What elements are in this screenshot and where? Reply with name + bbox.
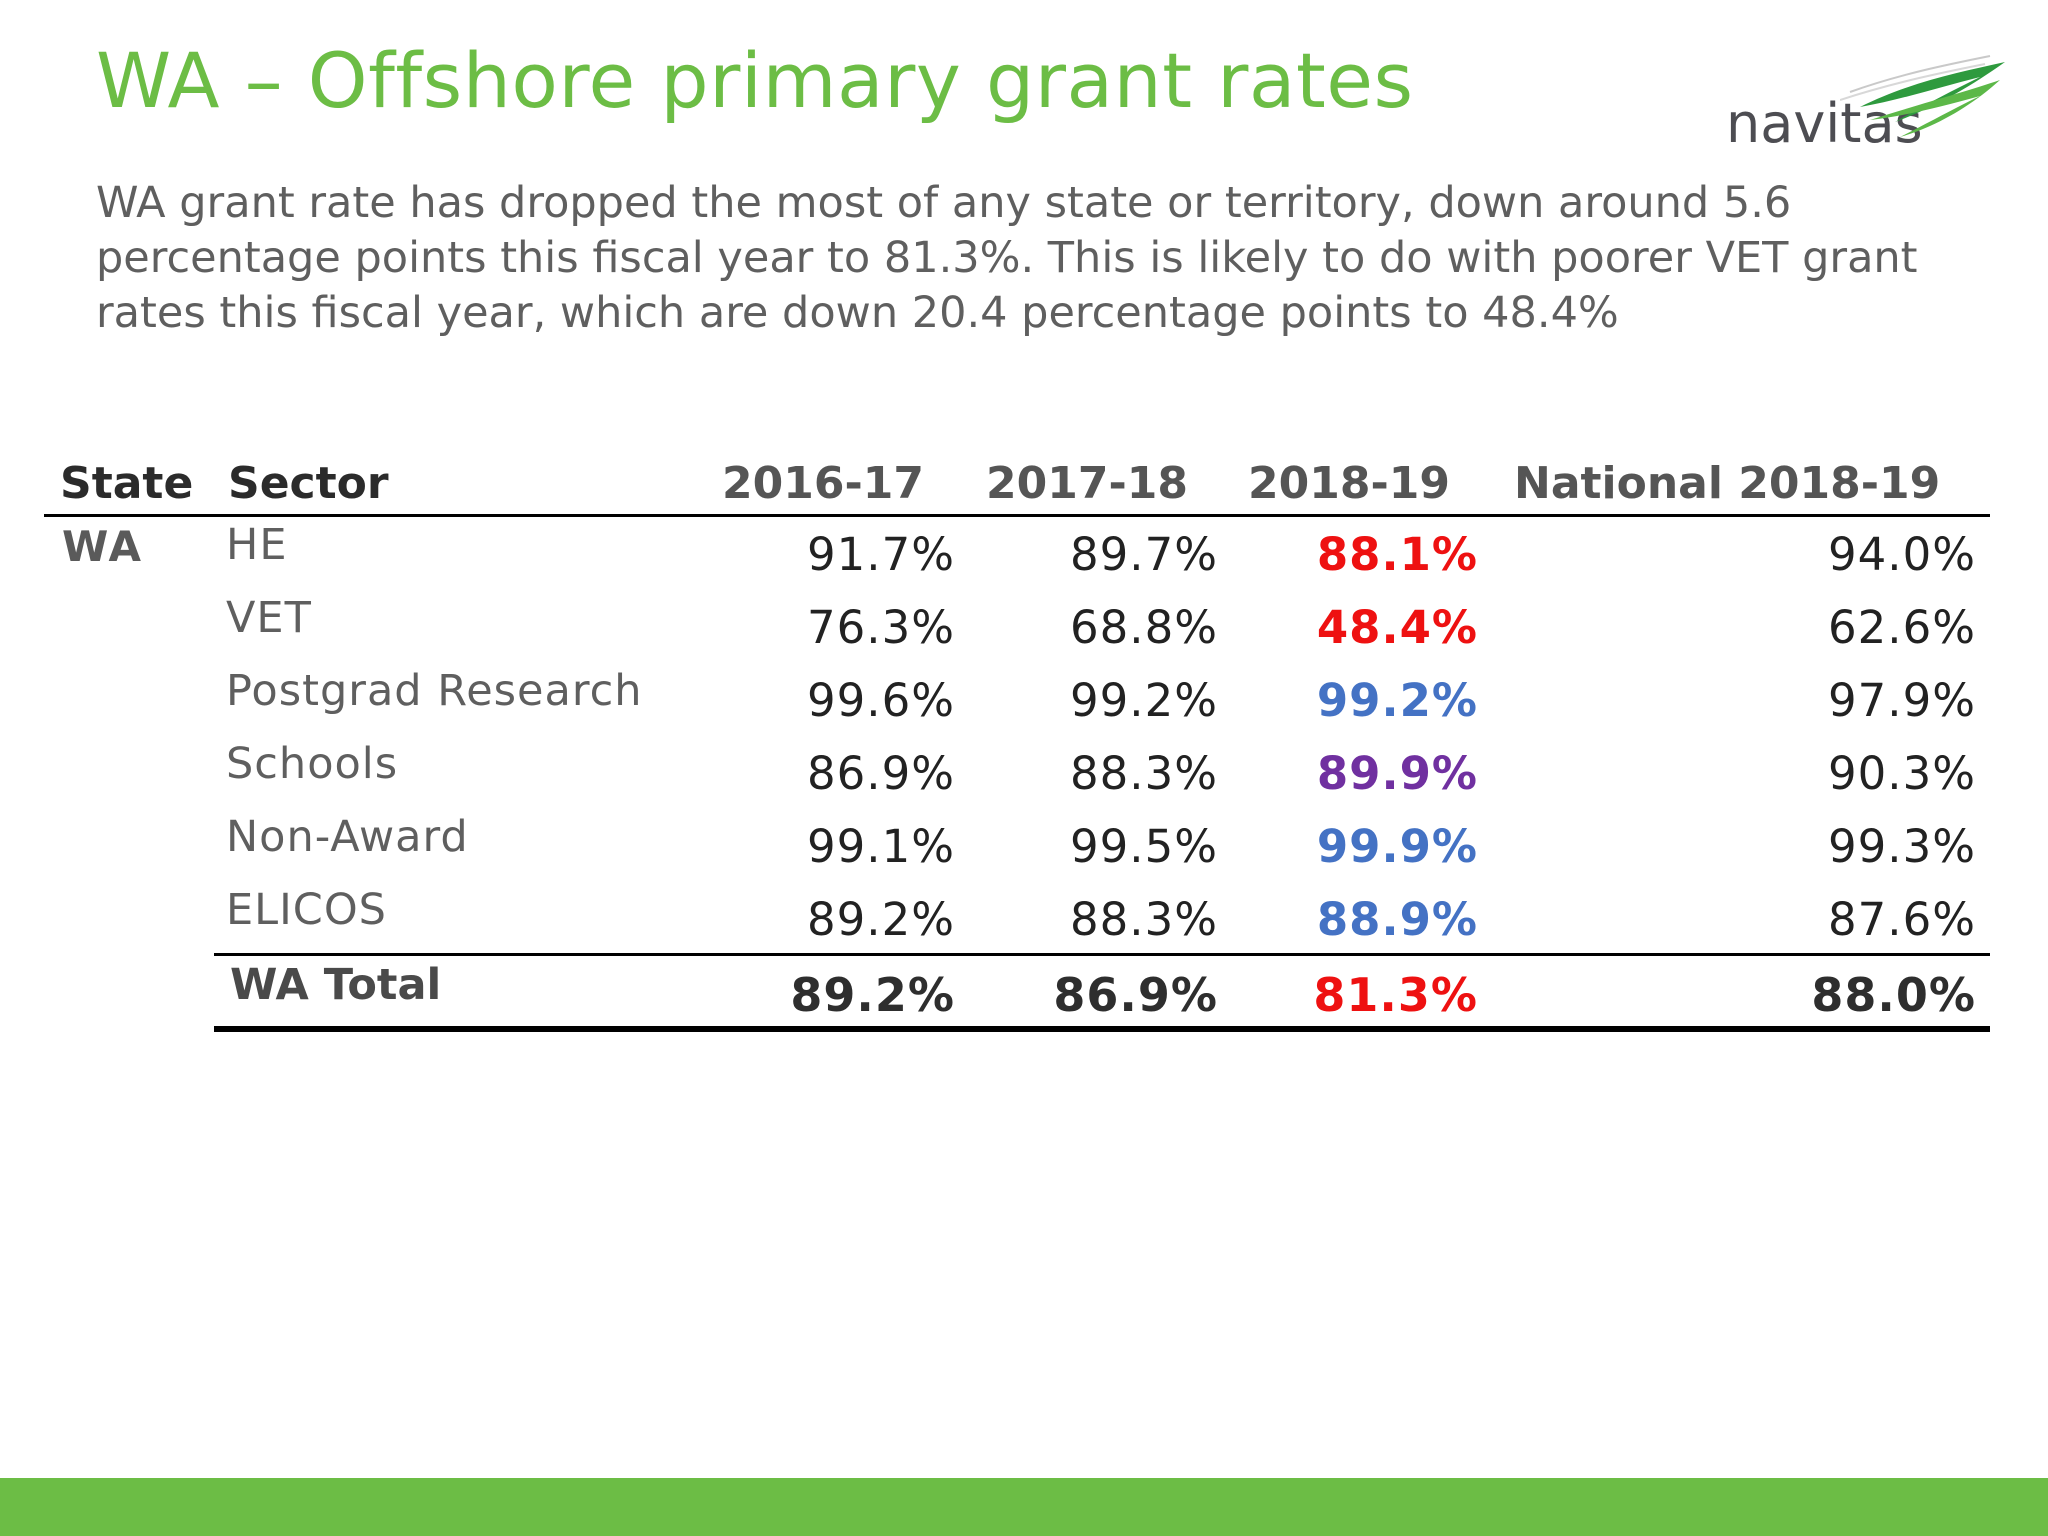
sector-label: HE xyxy=(226,520,288,570)
sector-label: ELICOS xyxy=(226,885,387,935)
value-2016-17: 86.9% xyxy=(807,747,955,800)
slide-title: WA – Offshore primary grant rates xyxy=(96,36,1414,125)
value-2018-19: 88.9% xyxy=(1316,893,1478,946)
logo-wordmark: navitas xyxy=(1726,92,1923,155)
header-national-2018-19: National 2018-19 xyxy=(1514,458,1941,509)
value-national: 94.0% xyxy=(1828,528,1976,581)
value-national: 62.6% xyxy=(1828,601,1976,654)
value-2016-17: 99.6% xyxy=(807,674,955,727)
total-divider xyxy=(214,953,1990,956)
header-divider xyxy=(44,514,1990,517)
value-national: 90.3% xyxy=(1828,747,1976,800)
value-2018-19: 89.9% xyxy=(1316,747,1478,800)
header-2016-17: 2016-17 xyxy=(722,458,924,509)
value-national: 97.9% xyxy=(1828,674,1976,727)
value-2018-19: 88.1% xyxy=(1316,528,1478,581)
value-2018-19: 99.9% xyxy=(1316,820,1478,873)
total-2018-19: 81.3% xyxy=(1313,968,1478,1022)
sector-label: Postgrad Research xyxy=(226,666,643,716)
logo-swoosh-icon xyxy=(1840,55,2005,137)
value-2017-18: 88.3% xyxy=(1070,747,1218,800)
value-national: 99.3% xyxy=(1828,820,1976,873)
value-2017-18: 99.2% xyxy=(1070,674,1218,727)
state-label: WA xyxy=(62,522,143,571)
value-2016-17: 76.3% xyxy=(807,601,955,654)
value-2016-17: 99.1% xyxy=(807,820,955,873)
total-national: 88.0% xyxy=(1811,968,1976,1022)
value-2016-17: 89.2% xyxy=(807,893,955,946)
value-2017-18: 68.8% xyxy=(1070,601,1218,654)
total-2016-17: 89.2% xyxy=(790,968,955,1022)
value-2017-18: 89.7% xyxy=(1070,528,1218,581)
header-sector: Sector xyxy=(228,458,389,509)
slide-subtitle: WA grant rate has dropped the most of an… xyxy=(96,178,1918,338)
header-state: State xyxy=(60,458,194,509)
navitas-logo: navitas xyxy=(1720,52,2010,155)
value-2017-18: 99.5% xyxy=(1070,820,1218,873)
value-national: 87.6% xyxy=(1828,893,1976,946)
footer-bar xyxy=(0,1478,2048,1536)
total-label: WA Total xyxy=(230,960,442,1010)
sector-label: Schools xyxy=(226,739,399,789)
total-2017-18: 86.9% xyxy=(1053,968,1218,1022)
header-2017-18: 2017-18 xyxy=(986,458,1188,509)
value-2018-19: 99.2% xyxy=(1316,674,1478,727)
table-bottom-rule xyxy=(214,1026,1990,1032)
value-2016-17: 91.7% xyxy=(807,528,955,581)
value-2017-18: 88.3% xyxy=(1070,893,1218,946)
header-2018-19: 2018-19 xyxy=(1248,458,1450,509)
value-2018-19: 48.4% xyxy=(1316,601,1478,654)
sector-label: Non-Award xyxy=(226,812,469,862)
sector-label: VET xyxy=(226,593,312,643)
grant-rates-table: State Sector 2016-17 2017-18 2018-19 Nat… xyxy=(44,458,1990,1032)
